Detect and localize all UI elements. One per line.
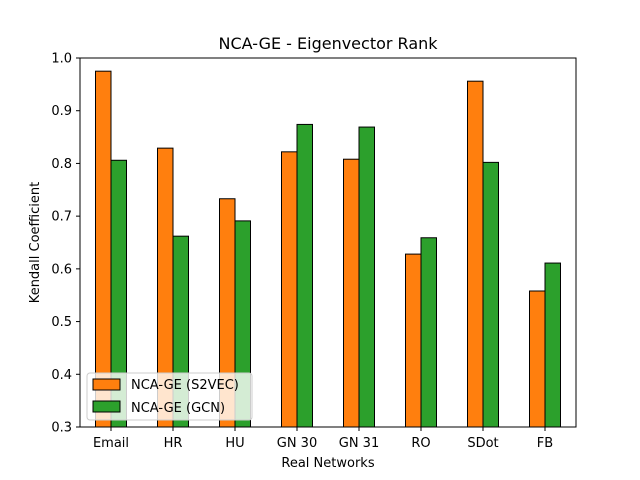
y-axis-label: Kendall Coefficient <box>28 182 43 303</box>
y-axis: 0.3 0.4 0.5 0.6 0.7 0.8 0.9 1.0 <box>51 52 80 436</box>
chart-title: NCA-GE - Eigenvector Rank <box>218 34 438 53</box>
bar-nca-ge-s2vec-fb <box>529 290 546 428</box>
x-tick-label: RO <box>411 436 430 451</box>
x-axis: Email HR HU GN 30 GN 31 RO SDot FB <box>93 427 553 451</box>
bar-nca-ge-s2vec-gn-30 <box>281 151 298 428</box>
legend-label-s2vec: NCA-GE (S2VEC) <box>131 378 239 393</box>
legend: NCA-GE (S2VEC) NCA-GE (GCN) <box>86 372 253 421</box>
y-tick-label: 0.9 <box>51 104 72 119</box>
y-tick-label: 0.6 <box>51 262 72 277</box>
bar-nca-ge-gcn-gn-30 <box>296 123 313 428</box>
bar-nca-ge-s2vec-ro <box>405 253 422 428</box>
y-tick-label: 0.7 <box>51 210 72 225</box>
x-tick-label: HU <box>225 436 244 451</box>
bar-nca-ge-gcn-ro <box>420 237 437 428</box>
bar-nca-ge-s2vec-sdot <box>467 80 484 428</box>
y-tick-label: 0.3 <box>51 421 72 436</box>
x-tick-label: Email <box>93 436 129 451</box>
y-tick-label: 0.4 <box>51 368 72 383</box>
plot-frame <box>79 57 577 428</box>
x-tick-label: SDot <box>467 436 498 451</box>
y-tick-label: 0.8 <box>51 157 72 172</box>
y-tick-label: 1.0 <box>51 52 72 67</box>
legend-swatch-gcn <box>92 400 121 413</box>
x-tick-label: FB <box>537 436 553 451</box>
legend-label-gcn: NCA-GE (GCN) <box>131 401 225 416</box>
bar-nca-ge-s2vec-gn-31 <box>343 158 360 428</box>
x-tick-label: GN 31 <box>339 436 379 451</box>
legend-frame <box>86 372 253 421</box>
bar-nca-ge-gcn-gn-31 <box>358 126 375 428</box>
x-tick-label: GN 30 <box>277 436 317 451</box>
bar-nca-ge-gcn-fb <box>544 262 561 428</box>
x-axis-label: Real Networks <box>281 456 374 471</box>
legend-swatch-s2vec <box>92 378 121 391</box>
bar-nca-ge-gcn-sdot <box>482 161 499 428</box>
y-tick-label: 0.5 <box>51 315 72 330</box>
x-tick-label: HR <box>164 436 183 451</box>
